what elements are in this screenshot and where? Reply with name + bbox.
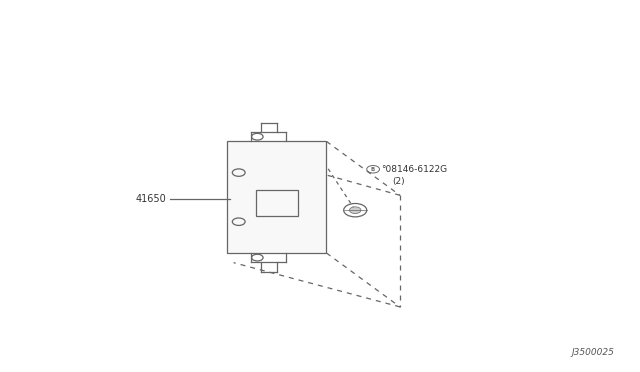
Text: 41650: 41650 bbox=[136, 195, 166, 204]
Polygon shape bbox=[227, 141, 326, 253]
Text: J3500025: J3500025 bbox=[572, 348, 614, 357]
Circle shape bbox=[349, 207, 361, 214]
Text: (2): (2) bbox=[392, 177, 405, 186]
Text: °08146-6122G: °08146-6122G bbox=[381, 165, 447, 174]
Text: B: B bbox=[371, 167, 374, 172]
